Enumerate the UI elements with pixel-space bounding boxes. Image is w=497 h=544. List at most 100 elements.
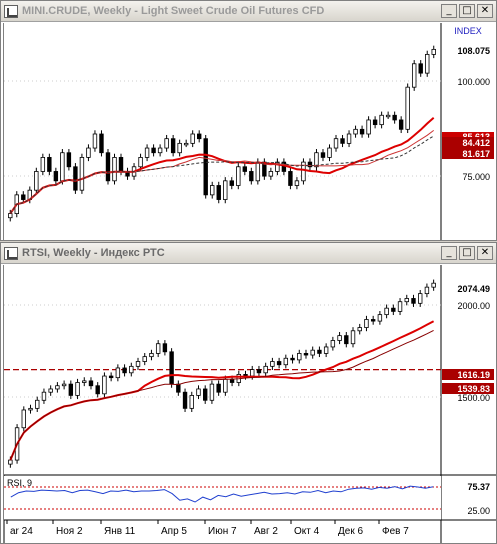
candle-body <box>223 378 228 393</box>
candle-body <box>108 375 114 379</box>
candle-body <box>364 319 369 328</box>
plot-area[interactable] <box>4 23 441 240</box>
candle-body <box>112 157 117 182</box>
index-tag <box>442 26 494 36</box>
maximize-button[interactable]: □ <box>459 246 475 260</box>
candle-body <box>151 147 156 154</box>
chart-window-icon[interactable] <box>4 247 18 260</box>
candle-body <box>337 335 342 341</box>
rtsi-titlebar[interactable]: RTSI, Weekly - Индекс РТС _ □ ✕ <box>1 243 496 264</box>
candle-body <box>290 357 295 361</box>
close-button[interactable]: ✕ <box>477 246 493 260</box>
candle-body <box>209 383 215 401</box>
candle-body <box>307 161 313 168</box>
ma-upper-label: 1616.19 <box>457 370 490 380</box>
candle-body <box>21 409 26 429</box>
candle-body <box>8 213 13 219</box>
maximize-button[interactable]: □ <box>459 4 475 18</box>
candle-body <box>275 161 280 172</box>
candle-body <box>176 383 181 393</box>
candle-body <box>404 298 409 303</box>
time-tick-label: Фев 7 <box>382 526 409 537</box>
candle-body <box>379 114 384 126</box>
candle-body <box>48 388 53 393</box>
candle-body <box>320 152 326 158</box>
candle-body <box>397 301 403 312</box>
candle-body <box>391 307 396 312</box>
candle-body <box>28 407 33 411</box>
crude-price-chart[interactable]: INDEX 108.075 100.000 75.000 85.613 84.4… <box>1 1 496 240</box>
crude-chart-window[interactable]: MINI.CRUDE, Weekly - Light Sweet Crude O… <box>0 0 497 241</box>
price-tick-label: 100.000 <box>457 77 490 87</box>
candle-body <box>189 395 194 409</box>
crude-titlebar[interactable]: MINI.CRUDE, Weekly - Light Sweet Crude O… <box>1 1 496 22</box>
candle-body <box>276 361 282 366</box>
time-tick-label: Авг 2 <box>254 526 278 537</box>
candle-body <box>236 166 241 186</box>
candle-body <box>8 459 13 465</box>
candle-body <box>102 375 107 395</box>
time-tick-label: ar 24 <box>10 526 33 537</box>
candle-body <box>155 343 161 354</box>
minimize-button[interactable]: _ <box>441 246 457 260</box>
ma-tag-upper <box>442 369 494 380</box>
ma-tag-lower <box>442 148 494 159</box>
minimize-button[interactable]: _ <box>441 4 457 18</box>
rtsi-window-title: RTSI, Weekly - Индекс РТС <box>22 247 165 259</box>
ma-lower-label: 1539.83 <box>457 384 490 394</box>
candle-body <box>385 114 391 118</box>
chart-window-icon[interactable] <box>4 5 18 18</box>
candle-body <box>92 133 98 149</box>
candle-body <box>418 63 423 74</box>
candle-body <box>223 180 228 200</box>
moving-averages <box>9 320 435 461</box>
candle-body <box>411 63 417 88</box>
time-tick-label: Янв 11 <box>104 526 136 537</box>
rtsi-price-chart[interactable]: 2074.49 2000.00 1500.00 1616.19 1539.83 … <box>1 243 496 543</box>
rsi-pane[interactable] <box>4 476 441 520</box>
candle-body <box>88 380 94 387</box>
candle-body <box>317 349 322 354</box>
candle-body <box>157 147 163 154</box>
candle-body <box>169 351 174 385</box>
candle-body <box>250 369 255 377</box>
rsi-level-label: 25.00 <box>467 506 490 516</box>
candle-body <box>95 385 100 395</box>
candle-body <box>229 378 235 383</box>
candle-body <box>242 166 248 172</box>
candle-body <box>60 152 65 182</box>
candle-body <box>425 54 430 74</box>
candle-body <box>164 138 169 149</box>
candle-body <box>283 357 289 366</box>
candle-body <box>61 383 67 387</box>
candle-body <box>68 383 74 396</box>
candle-body <box>41 391 47 401</box>
candle-body <box>350 330 356 345</box>
candle-body <box>229 180 234 186</box>
candle-body <box>210 185 215 196</box>
close-button[interactable]: ✕ <box>477 4 493 18</box>
last-price-label: 108.075 <box>457 46 490 56</box>
candle-body <box>79 157 85 191</box>
ma-tag-lower <box>442 383 494 394</box>
candle-body <box>372 119 378 126</box>
time-tick-label: Ноя 2 <box>56 526 83 537</box>
time-tick-label: Дек 6 <box>338 526 363 537</box>
rtsi-chart-window[interactable]: RTSI, Weekly - Индекс РТС _ □ ✕ 2074.49 … <box>0 242 497 544</box>
moving-average-line <box>9 135 434 214</box>
candle-body <box>314 152 319 168</box>
last-price-tag <box>442 283 494 295</box>
candle-body <box>384 307 389 316</box>
candle-body <box>75 382 80 396</box>
candle-body <box>294 180 300 186</box>
price-tick-label: 1500.00 <box>457 393 490 403</box>
candle-body <box>47 157 52 172</box>
candle-body <box>249 171 254 182</box>
candle-body <box>66 152 72 168</box>
candle-body <box>370 319 376 322</box>
moving-averages <box>9 117 435 215</box>
candle-body <box>333 138 339 149</box>
candle-body <box>310 349 315 356</box>
candle-body <box>323 346 329 354</box>
candle-body <box>138 157 143 168</box>
